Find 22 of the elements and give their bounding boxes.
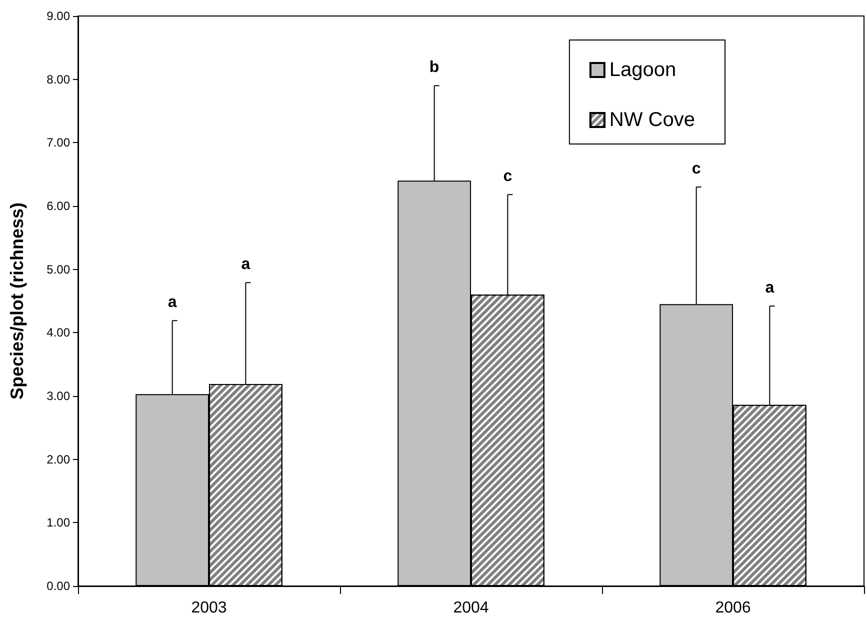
y-tick-label: 3.00: [46, 389, 70, 403]
y-tick-label: 8.00: [46, 72, 70, 86]
y-tick-label: 2.00: [46, 452, 70, 466]
legend-label: Lagoon: [609, 59, 676, 81]
y-tick-label: 5.00: [46, 262, 70, 276]
x-tick-label: 2004: [453, 600, 489, 616]
annotation: c: [692, 160, 701, 178]
x-tick-label: 2006: [715, 600, 751, 616]
y-axis-title: Species/plot (richness): [7, 202, 27, 400]
y-tick-label: 7.00: [46, 136, 70, 150]
annotation: b: [429, 59, 440, 76]
y-tick-label: 4.00: [46, 326, 70, 340]
legend-label: NW Cove: [609, 109, 696, 131]
x-tick-label: 2003: [191, 600, 227, 616]
y-tick-label: 6.00: [46, 199, 70, 213]
y-tick-label: 0.00: [46, 579, 70, 593]
annotation: c: [503, 168, 512, 186]
annotation: a: [765, 280, 774, 297]
y-tick-label: 9.00: [46, 9, 70, 23]
y-tick-label: 1.00: [46, 516, 70, 530]
annotation: a: [168, 294, 177, 312]
annotation: a: [241, 256, 250, 274]
